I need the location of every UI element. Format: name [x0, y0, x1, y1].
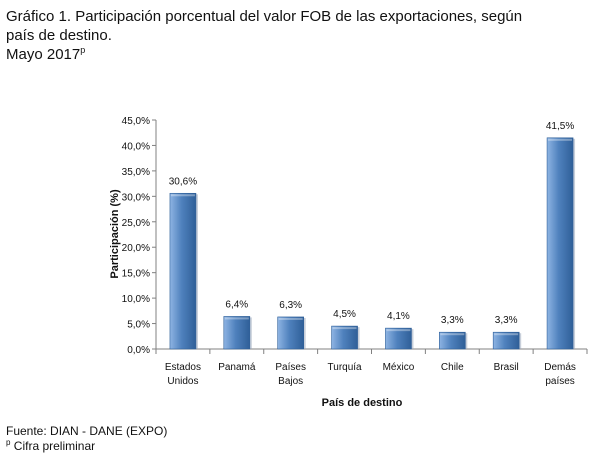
y-tick-label: 25,0%: [122, 218, 150, 229]
x-tick-label: Estados: [165, 362, 201, 373]
bar-data-label: 3,3%: [441, 315, 464, 326]
bar-data-label: 3,3%: [495, 315, 518, 326]
x-tick-label: Panamá: [218, 362, 256, 373]
bar-data-label: 6,4%: [225, 299, 248, 310]
x-tick-label: Demás: [544, 362, 576, 373]
bar-data-label: 41,5%: [546, 121, 574, 132]
bar-data-label: 30,6%: [169, 176, 197, 187]
source-note: Fuente: DIAN - DANE (EXPO): [6, 424, 168, 438]
data-labels: 30,6% 6,4% 6,3% 4,5% 4,1% 3,3% 3,3% 41,5%: [169, 121, 575, 326]
y-tick-label: 40,0%: [122, 141, 150, 152]
y-tick-label: 30,0%: [122, 192, 150, 203]
bar: [546, 137, 574, 350]
x-tick-label: Brasil: [494, 362, 519, 373]
y-tick-label: 15,0%: [122, 269, 150, 280]
bar-bevel: [332, 327, 357, 330]
y-tick-label: 5,0%: [127, 320, 150, 331]
bar-data-label: 4,1%: [387, 311, 410, 322]
bar: [277, 316, 304, 350]
x-tick-label: México: [383, 362, 415, 373]
bar: [492, 331, 520, 350]
bar: [331, 325, 358, 350]
y-tick-label: 20,0%: [122, 243, 150, 254]
chart-title-superscript: p: [80, 45, 86, 55]
bar-bevel: [386, 329, 411, 332]
x-tick-label: Países: [275, 362, 306, 373]
y-tick-label: 10,0%: [122, 294, 150, 305]
y-axis-title: Participación (%): [109, 189, 121, 279]
x-axis: Estados Unidos Panamá Países Bajos Turquía Méx…: [155, 348, 588, 387]
chart-title-line-3: Mayo 2017p: [6, 45, 596, 64]
chart-title-period: Mayo 2017: [6, 46, 81, 63]
x-axis-title: País de destino: [322, 397, 403, 409]
x-tick-label: países: [545, 376, 574, 387]
chart-title-line-2: país de destino.: [6, 27, 112, 44]
chart-title-line-1: Gráfico 1. Participación porcentual del …: [6, 8, 523, 25]
chart-title: Gráfico 1. Participación porcentual del …: [6, 7, 596, 64]
bar-bevel: [548, 138, 573, 141]
bar-data-label: 4,5%: [333, 309, 356, 320]
bar: [169, 192, 197, 350]
bar-data-label: 6,3%: [279, 300, 302, 311]
bar-series: [169, 137, 576, 350]
bar-bevel: [224, 317, 249, 320]
x-tick-label: Bajos: [278, 376, 303, 387]
bar: [385, 327, 412, 350]
y-tick-label: 45,0%: [122, 116, 150, 127]
x-tick-label: Chile: [441, 362, 464, 373]
bar-bevel: [278, 317, 303, 320]
y-axis: 0,0% 5,0% 10,0% 15,0% 20,0% 25,0% 30,0% 35,0% 40…: [122, 116, 157, 356]
bar-bevel: [494, 333, 519, 336]
y-tick-label: 35,0%: [122, 167, 150, 178]
bar-bevel: [440, 333, 465, 336]
bar-bevel: [170, 194, 195, 197]
y-tick-label: 0,0%: [127, 345, 150, 356]
preliminary-text: Cifra preliminar: [10, 439, 96, 453]
chart-footer: Fuente: DIAN - DANE (EXPO) p Cifra preli…: [6, 424, 167, 454]
preliminary-superscript: p: [6, 438, 11, 447]
bar: [223, 316, 251, 350]
x-tick-label: Turquía: [328, 362, 363, 373]
bar: [439, 331, 466, 350]
preliminary-note: p Cifra preliminar: [6, 439, 167, 454]
x-tick-label: Unidos: [167, 376, 198, 387]
